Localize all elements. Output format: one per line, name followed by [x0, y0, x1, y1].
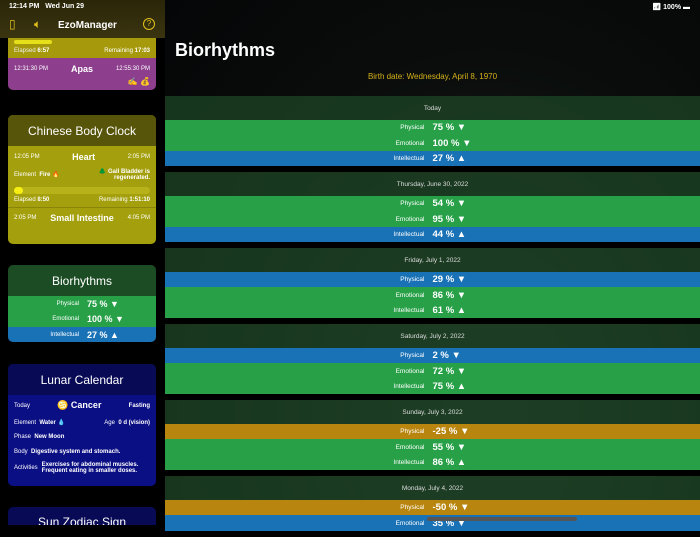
apas-progress	[14, 40, 52, 44]
sun-zodiac-card[interactable]: Sun Zodiac Sign	[8, 507, 156, 525]
day-section: Thursday, June 30, 2022 Physical 54 % ▼ Emo…	[165, 172, 700, 249]
biorhythms-view: 📶︎ 100% ▬ Biorhythms Birth date: Wednesd…	[165, 0, 700, 537]
status-battery: 📶︎ 100% ▬	[652, 4, 690, 11]
biorhythm-row-physical: Physical 29 % ▼	[165, 272, 700, 288]
card-title: Lunar Calendar	[8, 364, 156, 395]
biorhythm-row-emotional: Emotional 86 % ▼	[165, 287, 700, 303]
day-header: Thursday, June 30, 2022	[165, 172, 700, 196]
day-header: Sunday, July 3, 2022	[165, 400, 700, 424]
speaker-icon[interactable]: 🔈︎	[34, 17, 42, 31]
day-section: Saturday, July 2, 2022 Physical 2 % ▼ Emoti…	[165, 324, 700, 401]
biorhythm-row-physical: Physical -25 % ▼	[165, 424, 700, 440]
biorhythm-row: Intellectual 27 % ▲	[8, 327, 156, 342]
navigation-bar: 12:14 PM Wed Jun 29 ▯ 🔈︎ EzoManager ?	[0, 0, 165, 38]
sidebar-toggle-icon[interactable]: ▯	[9, 17, 16, 31]
help-icon[interactable]: ?	[143, 18, 155, 30]
day-header: Saturday, July 2, 2022	[165, 324, 700, 348]
day-section: Today Physical 75 % ▼ Emotional 100 % ▼ Intel…	[165, 96, 700, 173]
page-title: Biorhythms	[175, 40, 276, 60]
status-time: 12:14 PM Wed Jun 29	[9, 3, 84, 10]
biorhythm-row-emotional: Emotional 100 % ▼	[165, 135, 700, 151]
biorhythm-row: Emotional 100 % ▼	[8, 311, 156, 327]
chinese-body-clock-card[interactable]: Chinese Body Clock 12:05 PM Heart 2:05 PM …	[8, 115, 156, 244]
biorhythm-row-physical: Physical 75 % ▼	[165, 120, 700, 136]
sidebar: 12:14 PM Wed Jun 29 ▯ 🔈︎ EzoManager ? El…	[0, 0, 165, 525]
lunar-calendar-card[interactable]: Lunar Calendar Today ♋ Cancer Fasting Elem…	[8, 364, 156, 486]
biorhythms-card[interactable]: Biorhythms Physical 75 % ▼ Emotional 100 % …	[8, 265, 156, 342]
biorhythm-row-physical: Physical 2 % ▼	[165, 348, 700, 364]
day-section: Sunday, July 3, 2022 Physical -25 % ▼ Emoti…	[165, 400, 700, 477]
home-indicator[interactable]	[427, 517, 577, 521]
birth-date: Birth date: Wednesday, April 8, 1970	[367, 72, 498, 81]
app-title: EzoManager	[58, 20, 117, 31]
biorhythm-row: Physical 75 % ▼	[8, 296, 156, 312]
day-header: Today	[165, 96, 700, 120]
day-section: Friday, July 1, 2022 Physical 29 % ▼ Emotio…	[165, 248, 700, 325]
biorhythm-row-emotional: Emotional 55 % ▼	[165, 439, 700, 455]
biorhythm-row-intellectual: Intellectual 44 % ▲	[165, 226, 700, 243]
biorhythm-row-intellectual: Intellectual 75 % ▲	[165, 378, 700, 395]
day-section: Monday, July 4, 2022 Physical -50 % ▼ Emoti…	[165, 476, 700, 537]
biorhythm-row-physical: Physical -50 % ▼	[165, 500, 700, 516]
biorhythm-row-intellectual: Intellectual 61 % ▲	[165, 302, 700, 319]
chinese-progress	[14, 187, 150, 194]
biorhythm-row-emotional: Emotional 95 % ▼	[165, 211, 700, 227]
card-title: Chinese Body Clock	[8, 115, 156, 146]
apas-icons: ✍️ 💰	[127, 77, 150, 86]
day-header: Monday, July 4, 2022	[165, 476, 700, 500]
biorhythm-row-intellectual: Intellectual 27 % ▲	[165, 150, 700, 167]
day-header: Friday, July 1, 2022	[165, 248, 700, 272]
biorhythm-row-physical: Physical 54 % ▼	[165, 196, 700, 212]
biorhythm-row-emotional: Emotional 72 % ▼	[165, 363, 700, 379]
biorhythm-row-intellectual: Intellectual 86 % ▲	[165, 454, 700, 471]
card-title: Biorhythms	[8, 265, 156, 296]
